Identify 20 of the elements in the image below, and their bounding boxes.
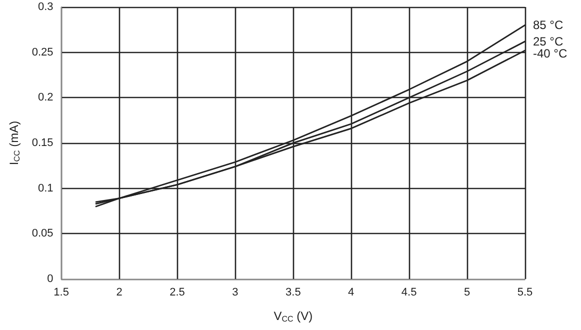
x-tick-label: 5.5 bbox=[517, 286, 533, 298]
y-axis-title: ICC (mA) bbox=[7, 120, 22, 166]
y-tick-label: 0.05 bbox=[32, 228, 54, 240]
y-tick-label: 0 bbox=[47, 273, 54, 285]
y-tick-label: 0.15 bbox=[32, 137, 54, 149]
y-tick-label: 0.1 bbox=[38, 182, 54, 194]
y-tick-label: 0.25 bbox=[32, 46, 54, 58]
x-tick-label: 2 bbox=[116, 286, 122, 298]
x-tick-label: 4.5 bbox=[401, 286, 417, 298]
x-tick-label: 1.5 bbox=[54, 286, 69, 298]
x-tick-label: 4 bbox=[348, 286, 354, 298]
series-label: 25 °C bbox=[533, 34, 564, 48]
series-label: 85 °C bbox=[533, 18, 564, 32]
x-tick-label: 3.5 bbox=[286, 286, 301, 298]
y-tick-label: 0.3 bbox=[38, 1, 54, 13]
series-label: -40 °C bbox=[533, 46, 568, 60]
y-tick-label: 0.2 bbox=[38, 92, 54, 104]
x-tick-label: 5 bbox=[464, 286, 470, 298]
x-tick-label: 3 bbox=[232, 286, 238, 298]
x-tick-label: 2.5 bbox=[170, 286, 185, 298]
